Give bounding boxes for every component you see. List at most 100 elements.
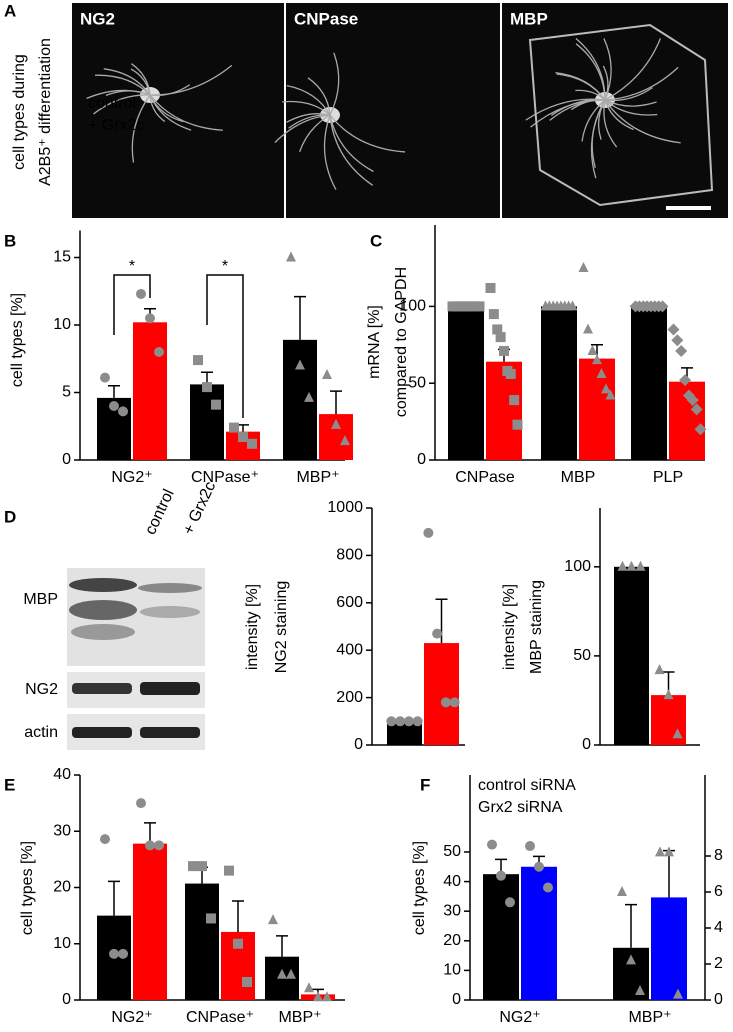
y-axis-label: compared to GAPDH	[393, 267, 410, 417]
data-point	[193, 355, 203, 366]
cell-process	[604, 99, 658, 116]
blot-band	[69, 600, 137, 620]
cell-process	[603, 38, 612, 101]
y-axis-label: intensity [%]	[501, 584, 518, 670]
y2-tick-label: 4	[714, 919, 723, 936]
x-tick-label: CNPase⁺	[186, 1009, 254, 1026]
bar	[483, 874, 519, 1000]
x-tick-label: CNPase	[455, 469, 515, 486]
data-point	[136, 798, 146, 809]
data-point	[671, 334, 684, 347]
data-point	[626, 560, 637, 571]
data-point	[340, 435, 350, 446]
y-tick-label: 800	[336, 547, 363, 564]
data-point	[487, 839, 497, 850]
cell-process	[282, 100, 331, 116]
western-blot: control + Grx2c MBP NG2 actin	[23, 479, 219, 750]
y2-tick-label: 2	[714, 955, 723, 972]
data-point	[109, 401, 119, 411]
bar	[486, 361, 522, 460]
cell-process	[274, 114, 331, 144]
data-point	[617, 886, 627, 896]
data-point	[583, 323, 593, 334]
y-axis-label: MBP staining	[528, 580, 545, 674]
legend-entry: + Grx2c	[88, 117, 144, 134]
cell-process	[604, 38, 662, 101]
data-point	[488, 309, 499, 320]
data-point	[505, 897, 515, 908]
y-tick-label: 50	[408, 374, 426, 391]
y-tick-label: 200	[336, 689, 363, 706]
data-point	[412, 716, 423, 727]
data-point	[686, 394, 699, 407]
data-point	[331, 418, 341, 429]
error-bar	[330, 390, 342, 415]
bar	[651, 897, 687, 1000]
data-point	[145, 313, 155, 324]
data-point	[664, 846, 674, 857]
error-bar	[232, 900, 244, 932]
data-point	[656, 300, 669, 313]
data-point	[403, 716, 414, 727]
data-point	[543, 882, 553, 893]
data-point	[233, 938, 243, 949]
y-tick-label: 0	[582, 736, 591, 753]
error-bar	[108, 880, 120, 916]
blot-band	[72, 683, 132, 694]
y-axis-label: cell types [%]	[9, 293, 26, 387]
data-point	[694, 423, 707, 436]
data-point	[635, 560, 646, 571]
cell-process	[329, 114, 374, 173]
panel-letter: B	[4, 231, 16, 250]
y2-tick-label: 0	[714, 991, 723, 1008]
y-tick-label: 600	[336, 594, 363, 611]
data-point	[395, 716, 406, 727]
y-tick-label: 400	[336, 641, 363, 658]
y-tick-label: 100	[399, 298, 426, 315]
cell-process	[329, 114, 374, 186]
cell-process	[581, 99, 606, 142]
cell-process	[298, 114, 331, 153]
cell-process	[149, 94, 166, 123]
panel-letter: D	[4, 507, 16, 526]
y2-tick-label: 6	[714, 883, 723, 900]
y-tick-label: 20	[443, 932, 461, 949]
blot-band	[138, 583, 202, 593]
data-point	[197, 861, 207, 872]
legend-entry: Grx2 siRNA	[478, 799, 563, 816]
x-tick-label: NG2⁺	[111, 469, 152, 486]
y-axis-label: mRNA [%]	[366, 305, 383, 379]
data-point	[605, 389, 616, 400]
y-tick-label: 0	[452, 991, 461, 1008]
data-point	[492, 324, 503, 335]
data-point	[663, 689, 674, 700]
data-point	[304, 982, 314, 993]
y-tick-label: 1000	[327, 499, 363, 516]
data-point	[626, 954, 636, 965]
side-label: cell types during	[11, 54, 28, 170]
data-point	[224, 865, 234, 876]
data-point	[525, 841, 535, 852]
legend-entry: control	[88, 95, 136, 112]
cell-process	[329, 114, 406, 153]
data-point	[672, 728, 683, 739]
cell-process	[94, 74, 151, 96]
data-point	[440, 697, 451, 708]
side-label: A2B5⁺ differentiation	[37, 38, 54, 186]
x-tick-label: MBP⁺	[278, 1009, 321, 1026]
data-point	[322, 991, 332, 1002]
data-point	[136, 288, 146, 299]
data-point	[495, 332, 506, 343]
y-tick-label: 40	[53, 766, 71, 783]
image-label: MBP	[510, 9, 548, 28]
data-point	[118, 406, 128, 417]
error-bar	[276, 935, 288, 957]
cell-process	[131, 94, 151, 163]
bar	[133, 843, 167, 1000]
x-tick-label: CNPase⁺	[191, 469, 259, 486]
data-point	[154, 840, 164, 851]
bar	[448, 306, 484, 460]
cell-process	[103, 68, 151, 96]
significance-bracket	[113, 274, 151, 335]
